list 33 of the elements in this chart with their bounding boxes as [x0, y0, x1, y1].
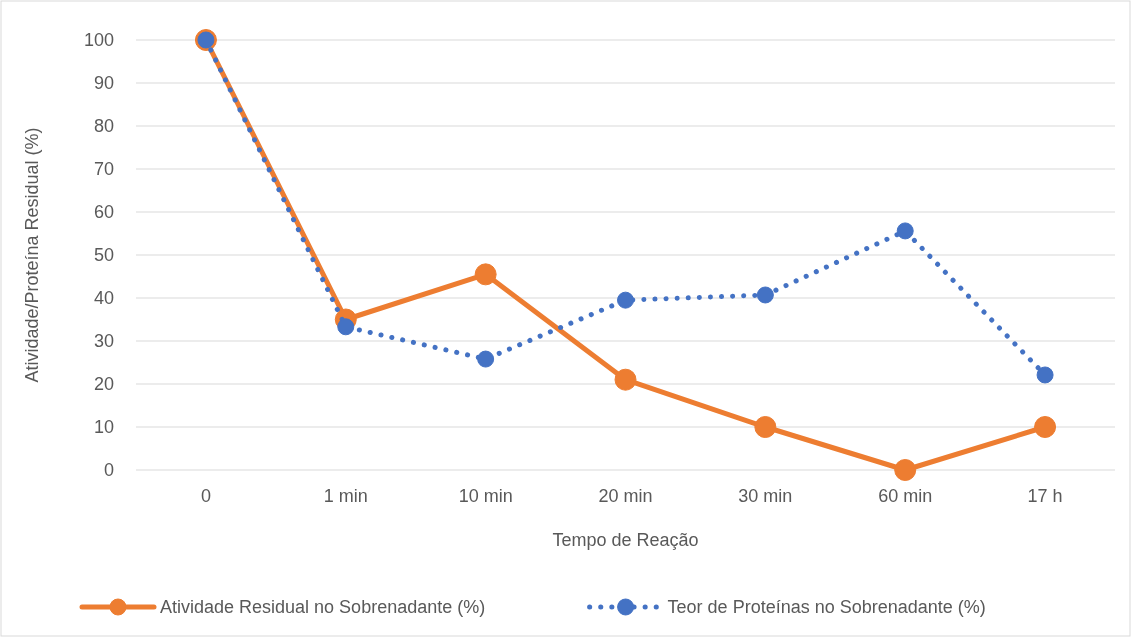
legend-label: Atividade Residual no Sobrenadante (%)	[160, 597, 486, 617]
x-tick-label: 20 min	[598, 486, 653, 506]
point	[474, 263, 497, 286]
y-tick-label: 10	[93, 417, 114, 437]
point	[754, 416, 777, 438]
point	[614, 368, 637, 391]
point	[477, 350, 495, 368]
x-tick-label: 30 min	[738, 486, 793, 506]
y-tick-label: 100	[83, 30, 114, 50]
x-tick-label: 0	[200, 486, 211, 506]
x-tick-label: 17 h	[1027, 486, 1063, 506]
legend-label: Teor de Proteínas no Sobrenadante (%)	[667, 597, 986, 617]
y-tick-label: 90	[93, 73, 114, 93]
y-tick-label: 40	[93, 288, 114, 308]
y-tick-label: 60	[93, 202, 114, 222]
y-tick-label: 70	[93, 159, 114, 179]
point	[756, 286, 774, 304]
y-tick-label: 80	[93, 116, 114, 136]
y-axis-title: Atividade/Proteína Residual (%)	[22, 127, 42, 383]
y-tick-label: 50	[93, 245, 114, 265]
point	[1036, 366, 1054, 384]
point	[896, 222, 914, 240]
y-tick-label: 30	[93, 331, 114, 351]
point	[617, 291, 634, 309]
y-tick-label: 0	[103, 460, 114, 480]
x-tick-label: 60 min	[878, 486, 933, 506]
point	[337, 318, 355, 336]
x-axis-title: Tempo de Reação	[552, 530, 699, 550]
x-tick-label: 1 min	[323, 486, 368, 506]
y-tick-label: 20	[93, 374, 114, 394]
x-tick-label: 10 min	[458, 486, 513, 506]
point	[1034, 416, 1057, 438]
point	[894, 459, 917, 481]
